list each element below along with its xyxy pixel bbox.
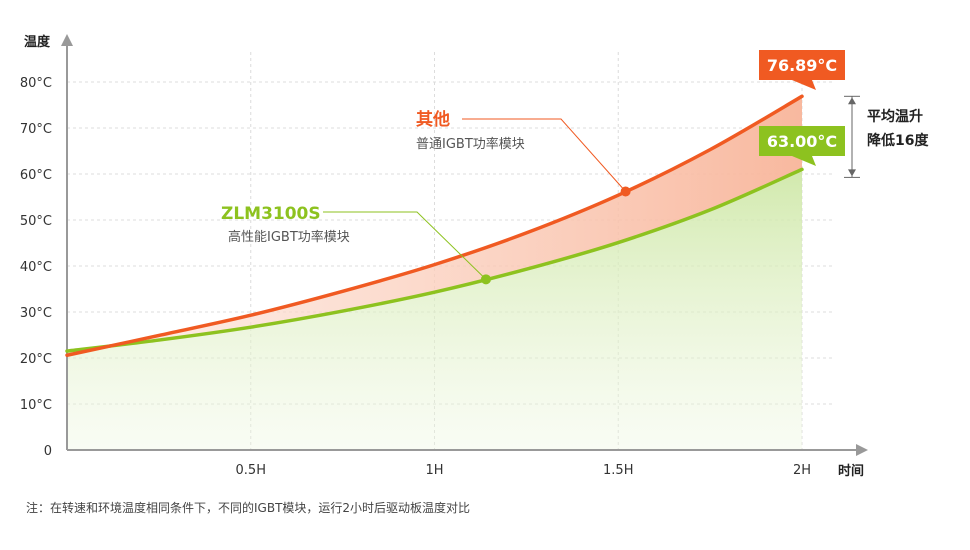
- end-badge-other-pointer: [792, 80, 816, 90]
- y-tick-label: 30°C: [20, 306, 52, 321]
- data-marker-zlm: [480, 274, 491, 285]
- diff-arrow-down: [848, 169, 856, 177]
- x-tick-label: 1H: [425, 463, 443, 478]
- y-axis-arrow: [61, 34, 73, 46]
- end-badge-zlm-pointer: [792, 156, 816, 166]
- data-marker-other: [620, 186, 631, 197]
- y-tick-label: 20°C: [20, 352, 52, 367]
- area-fill-gap: [67, 96, 802, 356]
- series-lines: [65, 94, 804, 357]
- y-tick-label: 10°C: [20, 398, 52, 413]
- series-desc-zlm: 高性能IGBT功率模块: [228, 229, 350, 245]
- y-tick-label: 40°C: [20, 260, 52, 275]
- end-badge-zlm-box: [759, 126, 845, 156]
- annotation-line2: 降低16度: [867, 132, 929, 149]
- end-badge-zlm-text: 63.00°C: [767, 132, 837, 151]
- end-badge-other-text: 76.89°C: [767, 56, 837, 75]
- end-badge-other-box: [759, 50, 845, 80]
- footnote: 注：在转速和环境温度相同条件下，不同的IGBT模块，运行2小时后驱动板温度对比: [26, 500, 470, 515]
- y-tick-label: 50°C: [20, 214, 52, 229]
- end-badge-zlm: 63.00°C: [759, 126, 845, 166]
- x-tick-label: 0.5H: [236, 463, 266, 478]
- series-line-other: [65, 94, 804, 357]
- series-name-zlm: ZLM3100S: [221, 204, 321, 224]
- leader-line-zlm: [323, 211, 487, 280]
- y-tick-label: 80°C: [20, 76, 52, 91]
- labels: 0 10°C 20°C 30°C 40°C 50°C 60°C 70°C 80°C 0.5H 1H 1…: [20, 50, 860, 478]
- x-axis-arrow: [856, 444, 868, 456]
- series-line-zlm: [65, 167, 804, 353]
- series-desc-other: 普通IGBT功率模块: [416, 136, 525, 152]
- end-badge-other: 76.89°C: [759, 50, 845, 90]
- y-tick-label: 70°C: [20, 122, 52, 137]
- diff-arrow-up: [848, 97, 856, 105]
- y-axis-title: 温度: [24, 34, 51, 50]
- leader-line-other: [462, 118, 626, 192]
- area-fills: [67, 96, 802, 450]
- x-tick-label: 1.5H: [603, 463, 633, 478]
- y-tick-label: 0: [44, 444, 52, 459]
- axes: [61, 34, 868, 456]
- area-fill-zlm: [67, 169, 802, 450]
- x-tick-label: 2H: [793, 463, 811, 478]
- series-name-other: 其他: [416, 109, 450, 130]
- x-axis-title: 时间: [838, 463, 864, 479]
- y-tick-label: 60°C: [20, 168, 52, 183]
- annotation-line1: 平均温升: [867, 108, 923, 125]
